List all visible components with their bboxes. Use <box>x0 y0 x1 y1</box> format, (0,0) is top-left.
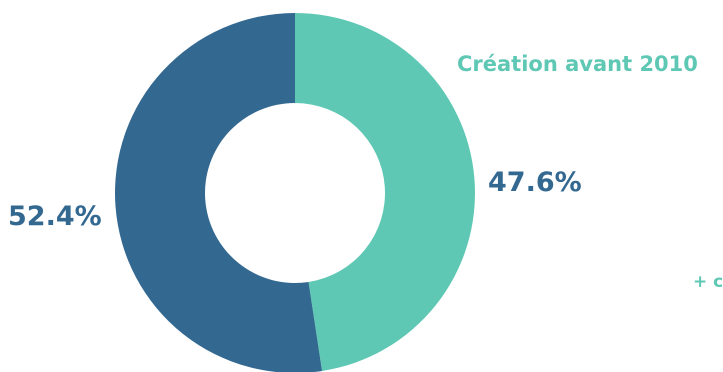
donut-slice-1 <box>295 13 475 371</box>
legend-label-creation-avant-2010: Création avant 2010 <box>457 52 698 76</box>
data-label-second: 52.4% <box>8 201 102 232</box>
data-label-creation-avant-2010: 47.6% <box>488 167 582 198</box>
donut-slice-2 <box>115 13 323 372</box>
legend-label-second: + c <box>693 272 723 292</box>
